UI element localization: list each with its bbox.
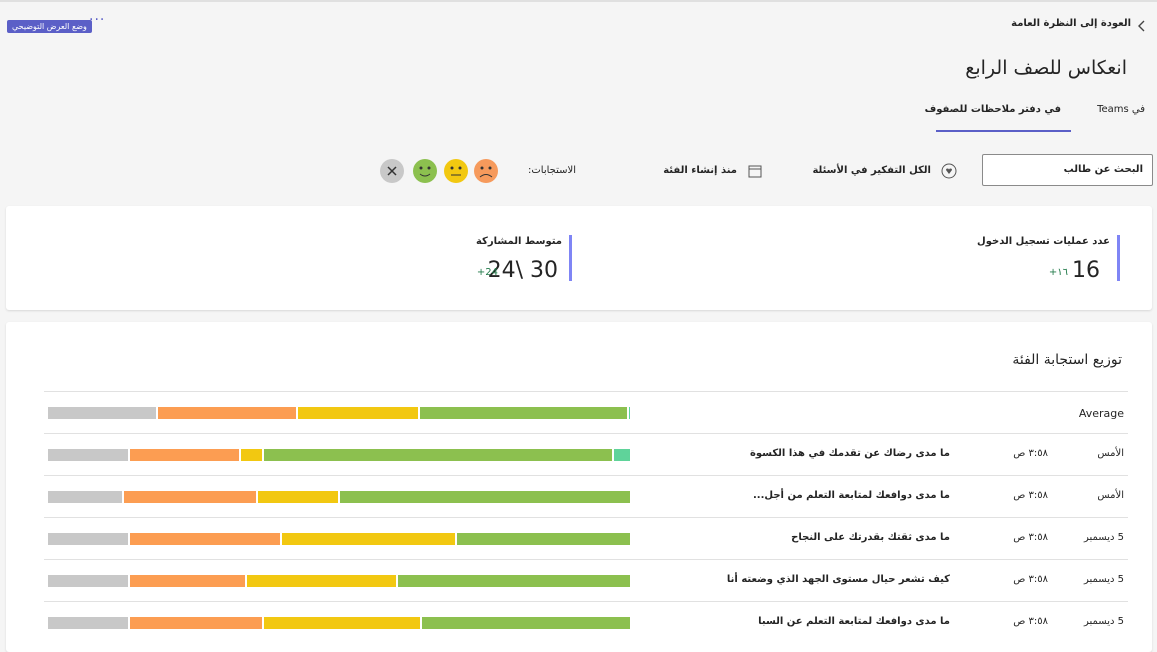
average-label: Average <box>1078 407 1124 420</box>
bar-segment <box>48 617 128 629</box>
row-time: ٣:٥٨ ص <box>1013 532 1048 543</box>
question-filter[interactable]: الكل التفكير في الأسئلة <box>812 165 931 176</box>
filter-icon <box>941 163 957 179</box>
row-separator <box>44 601 1128 602</box>
stat-change: +١٦ <box>1048 267 1068 278</box>
bar-segment <box>419 407 628 419</box>
stat-value: 24\ 30 <box>487 258 558 283</box>
bar-segment <box>629 407 631 419</box>
search-placeholder[interactable]: البحث عن طالب <box>1063 164 1143 175</box>
row-separator <box>44 517 1128 518</box>
bar-segment <box>240 449 263 461</box>
row-separator <box>44 391 1128 392</box>
tab-underline <box>936 130 1071 132</box>
row-question[interactable]: ما مدى دوافعك لمتابعة التعلم عن السبا <box>758 616 950 627</box>
row-separator <box>44 433 1128 434</box>
bar-segment <box>129 449 239 461</box>
responses-label: الاستجابات: <box>528 165 576 176</box>
row-date: الأمس <box>1097 490 1124 501</box>
row-question[interactable]: ما مدى ثقتك بقدرتك على النجاح <box>791 532 950 543</box>
bar-segment <box>48 533 128 545</box>
stat-accent <box>1117 235 1120 281</box>
tab-active[interactable]: في دفتر ملاحظات للصفوف <box>924 104 1061 115</box>
top-border <box>0 0 1157 2</box>
bar-segment <box>129 575 245 587</box>
back-link[interactable]: العودة إلى النظرة العامة <box>1011 18 1131 29</box>
bar-segment <box>421 617 630 629</box>
bar-segment <box>258 491 338 503</box>
row-question[interactable]: ما مدى رضاك عن تقدمك في هذا الكسوة <box>750 448 950 459</box>
bar-segment <box>48 407 157 419</box>
stat-accent <box>569 235 572 281</box>
row-separator <box>44 475 1128 476</box>
stat-label: عدد عمليات تسجيل الدخول <box>977 236 1110 247</box>
stats-card: عدد عمليات تسجيل الدخول 16 +١٦ متوسط الم… <box>6 206 1152 310</box>
page-title: انعكاس للصف الرابع <box>965 57 1127 79</box>
calendar-icon <box>748 165 762 178</box>
bar-segment <box>398 575 630 587</box>
bar-segment <box>129 617 263 629</box>
row-question[interactable]: ما مدى دوافعك لمتابعة التعلم من أجل... <box>753 490 950 501</box>
bar-segment <box>48 575 128 587</box>
bar-segment <box>264 449 613 461</box>
bar-segment <box>48 491 122 503</box>
stat-value: 16 <box>1072 258 1100 283</box>
row-date: الأمس <box>1097 448 1124 459</box>
row-time: ٣:٥٨ ص <box>1013 616 1048 627</box>
bar-segment <box>614 449 630 461</box>
back-chevron[interactable] <box>1137 19 1147 33</box>
stat-change: +24 <box>476 267 498 278</box>
distribution-title: توزيع استجابة الفئة <box>1012 352 1122 368</box>
distribution-card: توزيع استجابة الفئة Average الأمس ٣:٥٨ ص ما… <box>6 322 1152 652</box>
bar-segment <box>129 533 280 545</box>
bar-segment <box>158 407 296 419</box>
row-date: 5 ديسمبر <box>1083 574 1124 585</box>
bar-segment <box>281 533 455 545</box>
bar-segment <box>297 407 418 419</box>
demo-badge[interactable]: وضع العرض التوضيحي <box>7 20 92 33</box>
emoji-filters[interactable] <box>378 157 504 185</box>
bar-segment <box>340 491 630 503</box>
bar-segment <box>456 533 630 545</box>
bar-segment <box>123 491 257 503</box>
tab[interactable]: في Teams <box>1097 104 1145 115</box>
row-date: 5 ديسمبر <box>1083 532 1124 543</box>
row-time: ٣:٥٨ ص <box>1013 448 1048 459</box>
stat-label: متوسط المشاركة <box>475 236 562 247</box>
search-box[interactable] <box>982 154 1153 186</box>
row-time: ٣:٥٨ ص <box>1013 574 1048 585</box>
bar-segment <box>264 617 420 629</box>
row-separator <box>44 559 1128 560</box>
row-time: ٣:٥٨ ص <box>1013 490 1048 501</box>
bar-segment <box>48 449 128 461</box>
date-filter[interactable]: منذ إنشاء الفئة <box>663 165 737 176</box>
more-button[interactable]: ··· <box>89 12 106 28</box>
row-question[interactable]: كيف تشعر حيال مستوى الجهد الذي وضعته أنا <box>726 574 950 585</box>
bar-segment <box>246 575 397 587</box>
row-date: 5 ديسمبر <box>1083 616 1124 627</box>
